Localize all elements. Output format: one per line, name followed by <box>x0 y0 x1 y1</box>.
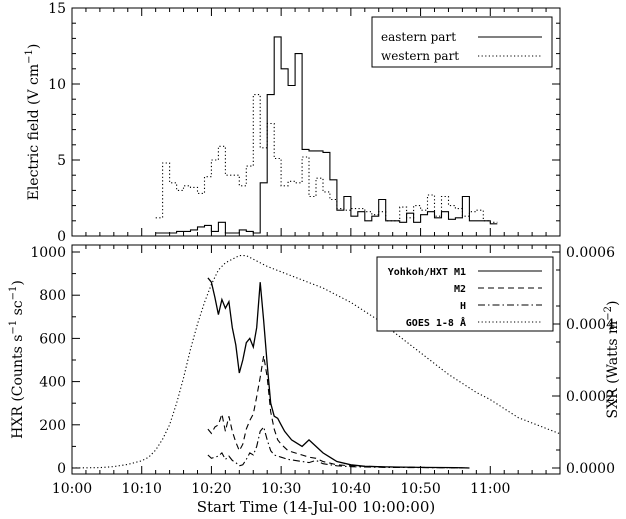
electric-field-panel: 0 5 10 15 Electric field (V cm−1) eastern par… <box>24 1 561 245</box>
legend-label-western: western part <box>381 49 459 63</box>
top-y-axis-label-main: Electric field (V cm <box>26 64 42 201</box>
bottom-legend: Yohkoh/HXT M1 M2 H GOES 1-8 Å <box>376 256 554 332</box>
right-y-tick-label: 0.0002 <box>566 389 615 405</box>
right-y-axis-label-main: SXR (Watts m <box>605 321 621 419</box>
x-tick-label: 10:30 <box>261 481 301 497</box>
series-hxt-m2-line <box>207 355 470 469</box>
legend-label-hxt-m1: Yohkoh/HXT M1 <box>388 267 466 278</box>
right-y-tick-label: 0.0004 <box>566 317 615 333</box>
series-goes-line <box>71 255 561 469</box>
x-tick-label: 10:50 <box>400 481 440 497</box>
x-tick-label: 10:40 <box>331 481 371 497</box>
series-eastern-line <box>155 36 498 234</box>
right-y-axis-label-sup: −2 <box>603 306 614 321</box>
top-plot-frame <box>71 7 561 237</box>
top-legend: eastern part western part <box>371 16 553 68</box>
left-y-axis-label: HXR (Counts s−1 sc−1) <box>8 280 26 439</box>
right-y-tick-label: 0.0000 <box>566 461 615 477</box>
series-hxt-m1-line <box>207 277 470 469</box>
left-y-tick-label: 800 <box>39 288 66 304</box>
bottom-legend-box <box>376 256 554 332</box>
top-legend-box <box>371 16 553 68</box>
left-y-tick-label: 600 <box>39 331 66 347</box>
left-y-tick-label: 1000 <box>30 245 66 261</box>
legend-label-eastern: eastern part <box>381 30 456 44</box>
left-y-tick-label: 200 <box>39 418 66 434</box>
top-y-axis-label-close: ) <box>26 44 42 49</box>
left-y-axis-label-close: ) <box>10 280 26 285</box>
right-y-tick-label: 0.0006 <box>566 245 615 261</box>
top-y-tick-label: 5 <box>57 153 66 169</box>
top-y-axis-label-sup: −1 <box>24 49 35 64</box>
top-y-tick-label: 15 <box>48 1 66 17</box>
series-hxt-h-line <box>207 425 470 469</box>
left-y-tick-label: 400 <box>39 375 66 391</box>
top-y-axis-label: Electric field (V cm−1) <box>24 44 42 201</box>
series-western-line <box>155 94 498 223</box>
right-y-axis-label: SXR (Watts m−2) <box>603 301 621 419</box>
x-tick-label: 10:20 <box>191 481 231 497</box>
legend-label-hxt-h: H <box>460 301 466 312</box>
x-tick-label: 10:10 <box>122 481 162 497</box>
left-y-tick-label: 0 <box>57 461 66 477</box>
left-y-axis-label-main: HXR (Counts s <box>10 335 26 439</box>
top-y-tick-label: 0 <box>57 229 66 245</box>
legend-label-hxt-m2: M2 <box>454 284 466 295</box>
hxr-sxr-panel: 10:00 10:10 10:20 10:30 10:40 10:50 11:00 Start… <box>8 244 621 516</box>
x-tick-label: 11:00 <box>470 481 510 497</box>
right-y-axis-label-close: ) <box>605 301 621 306</box>
x-tick-label: 10:00 <box>52 481 92 497</box>
top-y-tick-label: 10 <box>48 77 66 93</box>
left-y-axis-label-mid: sc <box>10 300 26 320</box>
legend-label-goes: GOES 1-8 Å <box>406 316 466 329</box>
left-y-axis-label-sup1: −1 <box>8 320 19 335</box>
left-y-axis-label-sup2: −1 <box>8 286 19 301</box>
x-axis-label: Start Time (14-Jul-00 10:00:00) <box>197 498 436 516</box>
